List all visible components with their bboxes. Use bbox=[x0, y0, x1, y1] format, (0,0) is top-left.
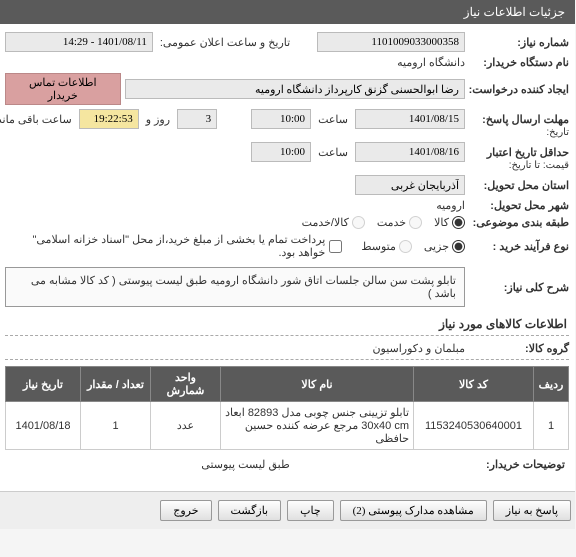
category-radio-group: کالا خدمت کالا/خدمت bbox=[303, 216, 466, 229]
cat-service-radio bbox=[410, 216, 423, 229]
buyer-org-label: نام دستگاه خریدار: bbox=[470, 56, 570, 69]
buyer-notes-text: طبق لیست پیوستی bbox=[10, 458, 483, 471]
treasury-checkbox[interactable] bbox=[330, 240, 343, 253]
province-input bbox=[356, 175, 466, 195]
time-label-1: ساعت bbox=[316, 113, 352, 126]
cat-goods-radio[interactable] bbox=[453, 216, 466, 229]
td-name: تابلو تزیینی جنس چوبی مدل 82893 ابعاد 30… bbox=[222, 402, 415, 450]
price-until-label: قیمت: تا تاریخ: bbox=[470, 160, 570, 171]
desc-box: تابلو پشت سن سالن جلسات اتاق شور دانشگاه… bbox=[6, 267, 466, 307]
th-date: تاریخ نیاز bbox=[7, 367, 82, 402]
days-input bbox=[178, 109, 218, 129]
remain-label: ساعت باقی مانده bbox=[0, 113, 76, 126]
th-code: کد کالا bbox=[415, 367, 535, 402]
table-header-row: ردیف کد کالا نام کالا واحد شمارش تعداد /… bbox=[7, 367, 570, 402]
exit-button[interactable]: خروج bbox=[161, 500, 212, 521]
remain-time-input bbox=[80, 109, 140, 129]
deadline-date-input bbox=[356, 109, 466, 129]
td-index: 1 bbox=[535, 402, 570, 450]
validity-label: حداقل تاریخ اعتبار bbox=[470, 146, 570, 159]
th-index: ردیف bbox=[535, 367, 570, 402]
proc-medium-radio bbox=[400, 240, 413, 253]
panel-title: جزئیات اطلاعات نیاز bbox=[465, 5, 566, 19]
time-label-2: ساعت bbox=[316, 146, 352, 159]
announce-label: تاریخ و ساعت اعلان عمومی: bbox=[158, 36, 294, 49]
back-button[interactable]: بازگشت bbox=[219, 500, 283, 521]
process-radio-group: جزیی متوسط bbox=[362, 240, 466, 253]
th-name: نام کالا bbox=[222, 367, 415, 402]
need-no-label: شماره نیاز: bbox=[470, 36, 570, 49]
divider-2 bbox=[6, 359, 570, 360]
cat-both-label: کالا/خدمت bbox=[303, 216, 350, 229]
print-button[interactable]: چاپ bbox=[288, 500, 335, 521]
validity-date-input bbox=[356, 142, 466, 162]
desc-text: تابلو پشت سن سالن جلسات اتاق شور دانشگاه… bbox=[32, 275, 457, 300]
contact-button[interactable]: اطلاعات تماس خریدار bbox=[6, 73, 122, 105]
buyer-notes-label: توضیحات خریدار: bbox=[487, 458, 566, 471]
pay-note: پرداخت تمام یا بخشی از مبلغ خرید،از محل … bbox=[6, 233, 326, 259]
city-value: ارومیه bbox=[437, 199, 466, 212]
announce-input bbox=[6, 32, 154, 52]
creator-label: ایجاد کننده درخواست: bbox=[470, 83, 570, 96]
td-unit: عدد bbox=[152, 402, 222, 450]
td-code: 1153240530640001 bbox=[415, 402, 535, 450]
attachments-button[interactable]: مشاهده مدارک پیوستی (2) bbox=[341, 500, 488, 521]
need-no-input bbox=[318, 32, 466, 52]
cat-both-radio bbox=[353, 216, 366, 229]
items-section-title: اطلاعات کالاهای مورد نیاز bbox=[6, 311, 570, 333]
button-row: پاسخ به نیاز مشاهده مدارک پیوستی (2) چاپ… bbox=[0, 491, 576, 529]
group-value: مبلمان و دکوراسیون bbox=[373, 342, 466, 355]
buyer-notes-row: توضیحات خریدار: طبق لیست پیوستی bbox=[6, 450, 570, 479]
group-label: گروه کالا: bbox=[470, 342, 570, 355]
cat-service-label: خدمت bbox=[378, 216, 407, 229]
until-label: تاریخ: bbox=[470, 127, 570, 138]
buyer-org-value: دانشگاه ارومیه bbox=[398, 56, 466, 69]
reply-button[interactable]: پاسخ به نیاز bbox=[494, 500, 572, 521]
th-unit: واحد شمارش bbox=[152, 367, 222, 402]
validity-time-input bbox=[252, 142, 312, 162]
td-qty: 1 bbox=[82, 402, 152, 450]
desc-label: شرح کلی نیاز: bbox=[470, 281, 570, 294]
deadline-label: مهلت ارسال پاسخ: bbox=[470, 113, 570, 126]
td-date: 1401/08/18 bbox=[7, 402, 82, 450]
city-label: شهر محل تحویل: bbox=[470, 199, 570, 212]
items-table: ردیف کد کالا نام کالا واحد شمارش تعداد /… bbox=[6, 366, 570, 450]
proc-small-radio[interactable] bbox=[453, 240, 466, 253]
table-row: 1 1153240530640001 تابلو تزیینی جنس چوبی… bbox=[7, 402, 570, 450]
form-body: شماره نیاز: تاریخ و ساعت اعلان عمومی: نا… bbox=[0, 24, 576, 491]
days-label: روز و bbox=[144, 113, 174, 126]
proc-medium-label: متوسط bbox=[362, 240, 397, 253]
panel-header: جزئیات اطلاعات نیاز bbox=[0, 0, 576, 24]
divider bbox=[6, 335, 570, 336]
deadline-time-input bbox=[252, 109, 312, 129]
category-label: طبقه بندی موضوعی: bbox=[470, 216, 570, 229]
province-label: استان محل تحویل: bbox=[470, 179, 570, 192]
proc-small-label: جزیی bbox=[425, 240, 450, 253]
th-qty: تعداد / مقدار bbox=[82, 367, 152, 402]
creator-input bbox=[126, 79, 466, 99]
process-label: نوع فرآیند خرید : bbox=[470, 240, 570, 253]
cat-goods-label: کالا bbox=[435, 216, 450, 229]
